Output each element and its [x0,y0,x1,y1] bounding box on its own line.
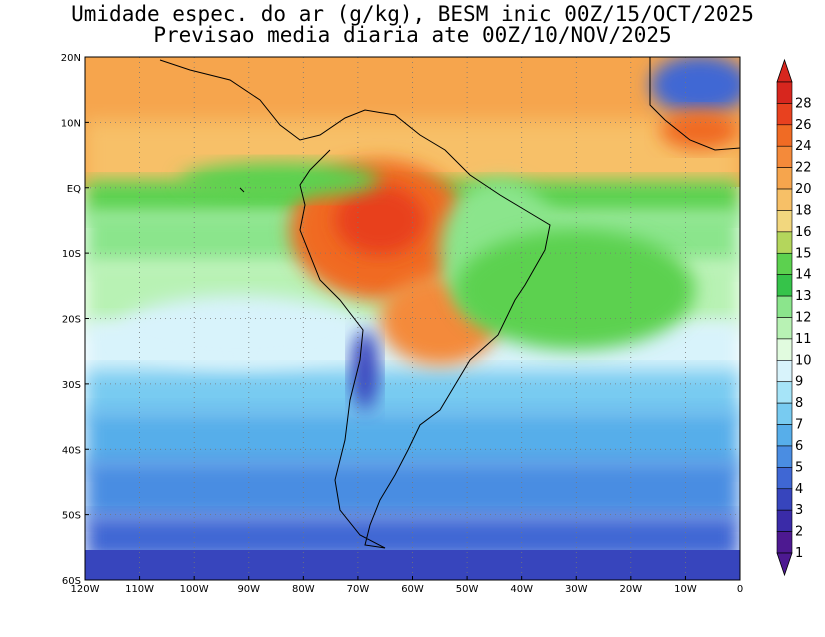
colorbar-swatch [776,188,793,211]
lon-tick-label: 100W [180,584,209,595]
colorbar-swatch [776,360,793,383]
lat-tick-label: 40S [62,445,81,456]
lon-tick-label: 110W [125,584,154,595]
lon-tick-label: 10W [674,584,697,595]
colorbar-label: 14 [795,268,812,283]
colorbar-label: 5 [795,460,803,475]
humidity-field [85,57,740,580]
colorbar-label: 1 [795,546,803,561]
colorbar-swatch [776,145,793,168]
colorbar-swatch [776,231,793,254]
colorbar-swatch [776,124,793,147]
colorbar-label: 2 [795,525,803,540]
colorbar-label: 16 [795,225,812,240]
lon-tick-label: 120W [71,584,100,595]
lat-tick-label: 10N [61,118,81,129]
colorbar-label: 11 [795,332,812,347]
lon-tick-label: 70W [347,584,370,595]
lon-tick-label: 80W [292,584,315,595]
colorbar-top-arrow [776,58,793,83]
colorbar-label: 20 [795,182,812,197]
lat-tick-label: EQ [67,184,81,195]
lon-tick-label: 40W [510,584,533,595]
colorbar-label: 6 [795,439,803,454]
colorbar-swatch [776,424,793,447]
lat-tick-label: 10S [62,249,81,260]
colorbar-swatch [776,445,793,468]
colorbar-label: 22 [795,161,812,176]
colorbar-swatch [776,402,793,425]
lat-tick-label: 30S [62,380,81,391]
colorbar-label: 4 [795,482,803,497]
colorbar-swatch [776,210,793,233]
title-line-2: Previsao media diaria ate 00Z/10/NOV/202… [153,23,672,47]
colorbar-swatch [776,531,793,554]
colorbar: 28 26 24 22 20 18 16 15 14 13 12 11 10 9 8 7 6 5 4 3 2 1 [776,58,812,577]
colorbar-label: 7 [795,418,803,433]
colorbar-swatch [776,167,793,190]
colorbar-label: 3 [795,503,803,518]
colorbar-swatch [776,381,793,404]
lon-tick-label: 0 [737,584,743,595]
latitude-ticks: 20N 10N EQ 10S 20S 30S 40S 50S 60S [61,53,89,587]
colorbar-label: 26 [795,118,812,133]
longitude-ticks: 120W 110W 100W 90W 80W 70W 60W 50W 40W 30W 20W 10W 0 [71,576,743,595]
lon-tick-label: 60W [401,584,424,595]
coastlines [159,57,740,549]
lon-tick-label: 30W [565,584,588,595]
colorbar-swatch [776,338,793,361]
colorbar-swatch [776,509,793,532]
colorbar-swatch [776,103,793,126]
lat-tick-label: 20N [61,53,81,64]
lat-tick-label: 60S [62,576,81,587]
lon-tick-label: 90W [237,584,260,595]
colorbar-label: 28 [795,96,812,111]
lon-tick-label: 50W [456,584,479,595]
colorbar-label: 12 [795,311,812,326]
colorbar-swatch [776,488,793,511]
lat-tick-label: 50S [62,511,81,522]
colorbar-label: 13 [795,289,812,304]
lat-tick-label: 20S [62,315,81,326]
colorbar-swatch [776,295,793,318]
colorbar-label: 24 [795,139,812,154]
colorbar-swatch [776,467,793,490]
colorbar-bottom-arrow [776,552,793,577]
colorbar-swatch [776,317,793,340]
colorbar-swatch [776,81,793,104]
colorbar-label: 15 [795,246,812,261]
colorbar-label: 8 [795,396,803,411]
title-line-1: Umidade espec. do ar (g/kg), BESM inic 0… [71,2,754,26]
colorbar-swatch [776,274,793,297]
colorbar-label: 18 [795,203,812,218]
colorbar-label: 9 [795,375,803,390]
grid-lines [85,57,740,580]
lon-tick-label: 20W [620,584,643,595]
colorbar-swatch [776,252,793,275]
colorbar-label: 10 [795,353,812,368]
